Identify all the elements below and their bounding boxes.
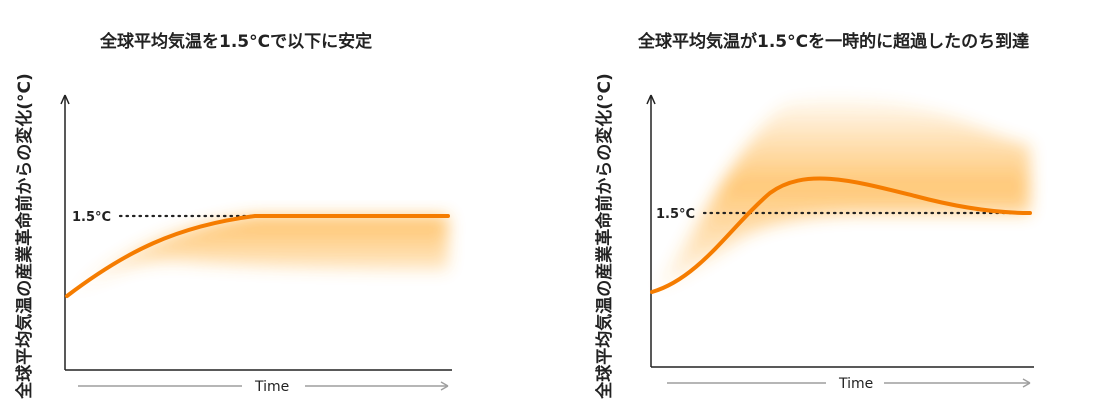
chart-1-range-band xyxy=(67,216,448,296)
chart-1-y-axis-arrow-icon xyxy=(60,94,70,105)
chart-1-y-axis-label: 全球平均気温の産業革命前からの変化(°C) xyxy=(14,73,35,400)
chart-1-series-line xyxy=(65,214,450,298)
chart-2-time-arrow-icon xyxy=(1022,378,1031,388)
chart-2-reference-label: 1.5°C xyxy=(656,207,695,222)
chart-1-title: 全球平均気温を1.5°Cで以下に安定 xyxy=(99,31,372,52)
chart-2-title: 全球平均気温が1.5°Cを一時的に超過したのち到達 xyxy=(637,31,1029,52)
chart-1-time-arrow-icon xyxy=(440,381,449,391)
chart-2: 全球平均気温が1.5°Cを一時的に超過したのち到達 全球平均気温の産業革命前から… xyxy=(594,31,1034,400)
chart-2-range-band xyxy=(652,98,1030,292)
chart-2-series-line xyxy=(650,176,1032,294)
chart-1-reference-label: 1.5°C xyxy=(72,210,111,225)
chart-2-y-axis-label: 全球平均気温の産業革命前からの変化(°C) xyxy=(594,73,615,400)
chart-2-y-axis-arrow-icon xyxy=(646,94,656,105)
chart-1: 全球平均気温を1.5°Cで以下に安定 全球平均気温の産業革命前からの変化(°C)… xyxy=(14,31,452,400)
chart-1-x-axis-label: Time xyxy=(254,379,289,395)
chart-2-x-axis-label: Time xyxy=(838,376,873,392)
